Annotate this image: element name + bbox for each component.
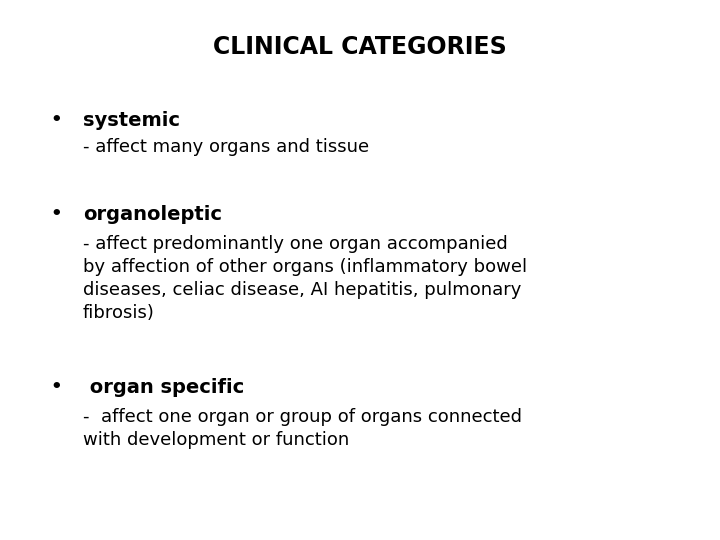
Text: •: • (50, 205, 62, 223)
Text: -  affect one organ or group of organs connected
with development or function: - affect one organ or group of organs co… (83, 408, 522, 449)
Text: systemic: systemic (83, 111, 180, 130)
Text: - affect many organs and tissue: - affect many organs and tissue (83, 138, 369, 156)
Text: CLINICAL CATEGORIES: CLINICAL CATEGORIES (213, 35, 507, 59)
Text: •: • (50, 378, 62, 396)
Text: - affect predominantly one organ accompanied
by affection of other organs (infla: - affect predominantly one organ accompa… (83, 235, 527, 322)
Text: •: • (50, 111, 62, 129)
Text: organoleptic: organoleptic (83, 205, 222, 224)
Text: organ specific: organ specific (83, 378, 244, 397)
